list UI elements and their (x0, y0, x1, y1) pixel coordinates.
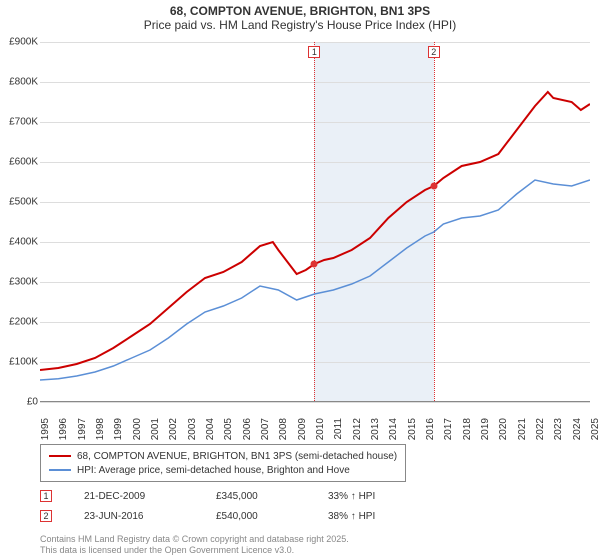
page-title: 68, COMPTON AVENUE, BRIGHTON, BN1 3PS (0, 0, 600, 18)
x-tick: 2006 (242, 418, 253, 440)
x-tick: 2005 (223, 418, 234, 440)
y-tick: £700K (8, 117, 38, 128)
x-tick: 2003 (187, 418, 198, 440)
x-tick: 2014 (388, 418, 399, 440)
x-tick: 2000 (132, 418, 143, 440)
x-tick: 2016 (425, 418, 436, 440)
x-tick: 1999 (113, 418, 124, 440)
y-tick: £100K (8, 357, 38, 368)
legend-swatch (49, 455, 71, 457)
sale-date-2: 23-JUN-2016 (84, 511, 184, 522)
y-tick: £900K (8, 37, 38, 48)
x-tick: 2007 (260, 418, 271, 440)
x-tick: 2010 (315, 418, 326, 440)
x-tick: 2011 (333, 418, 344, 440)
legend-item: 68, COMPTON AVENUE, BRIGHTON, BN1 3PS (s… (49, 449, 397, 463)
sale-delta-1: 33% ↑ HPI (328, 491, 375, 502)
y-tick: £200K (8, 317, 38, 328)
x-tick: 2019 (480, 418, 491, 440)
x-tick: 2025 (590, 418, 600, 440)
x-tick: 1995 (40, 418, 51, 440)
sale-price-1: £345,000 (216, 491, 296, 502)
sale-dot (311, 261, 318, 268)
x-tick: 2001 (150, 418, 161, 440)
copyright: Contains HM Land Registry data © Crown c… (40, 534, 349, 556)
x-tick: 2008 (278, 418, 289, 440)
page-subtitle: Price paid vs. HM Land Registry's House … (0, 18, 600, 34)
y-tick: £600K (8, 157, 38, 168)
legend-swatch (49, 469, 71, 471)
sale-row-2: 2 23-JUN-2016 £540,000 38% ↑ HPI (40, 510, 375, 522)
chart: £0 £100K £200K £300K £400K £500K £600K £700K £80… (8, 42, 590, 432)
gridline (40, 402, 590, 403)
x-tick: 2018 (462, 418, 473, 440)
x-tick: 2023 (553, 418, 564, 440)
sale-date-1: 21-DEC-2009 (84, 491, 184, 502)
line-layer (40, 42, 590, 402)
legend: 68, COMPTON AVENUE, BRIGHTON, BN1 3PS (s… (40, 444, 406, 482)
sale-row-1: 1 21-DEC-2009 £345,000 33% ↑ HPI (40, 490, 375, 502)
sale-delta-2: 38% ↑ HPI (328, 511, 375, 522)
copyright-line1: Contains HM Land Registry data © Crown c… (40, 534, 349, 545)
legend-label: HPI: Average price, semi-detached house,… (77, 465, 350, 476)
y-tick: £500K (8, 197, 38, 208)
series-line-hpi (40, 180, 590, 380)
y-tick: £800K (8, 77, 38, 88)
x-tick: 2013 (370, 418, 381, 440)
x-tick: 2002 (168, 418, 179, 440)
x-tick: 1997 (77, 418, 88, 440)
y-tick: £300K (8, 277, 38, 288)
x-tick: 1998 (95, 418, 106, 440)
sale-marker-1: 1 (40, 490, 52, 502)
x-tick: 2015 (407, 418, 418, 440)
x-tick: 2024 (572, 418, 583, 440)
sale-marker-2: 2 (40, 510, 52, 522)
sale-price-2: £540,000 (216, 511, 296, 522)
legend-item: HPI: Average price, semi-detached house,… (49, 463, 397, 477)
x-tick: 2009 (297, 418, 308, 440)
sale-dot (430, 183, 437, 190)
x-tick: 2012 (352, 418, 363, 440)
x-tick: 2022 (535, 418, 546, 440)
x-tick: 2021 (517, 418, 528, 440)
x-tick: 2004 (205, 418, 216, 440)
x-tick: 2020 (498, 418, 509, 440)
x-tick: 1996 (58, 418, 69, 440)
x-tick: 2017 (443, 418, 454, 440)
copyright-line2: This data is licensed under the Open Gov… (40, 545, 349, 556)
y-tick: £0 (8, 397, 38, 408)
legend-label: 68, COMPTON AVENUE, BRIGHTON, BN1 3PS (s… (77, 451, 397, 462)
y-tick: £400K (8, 237, 38, 248)
series-line-property (40, 92, 590, 370)
